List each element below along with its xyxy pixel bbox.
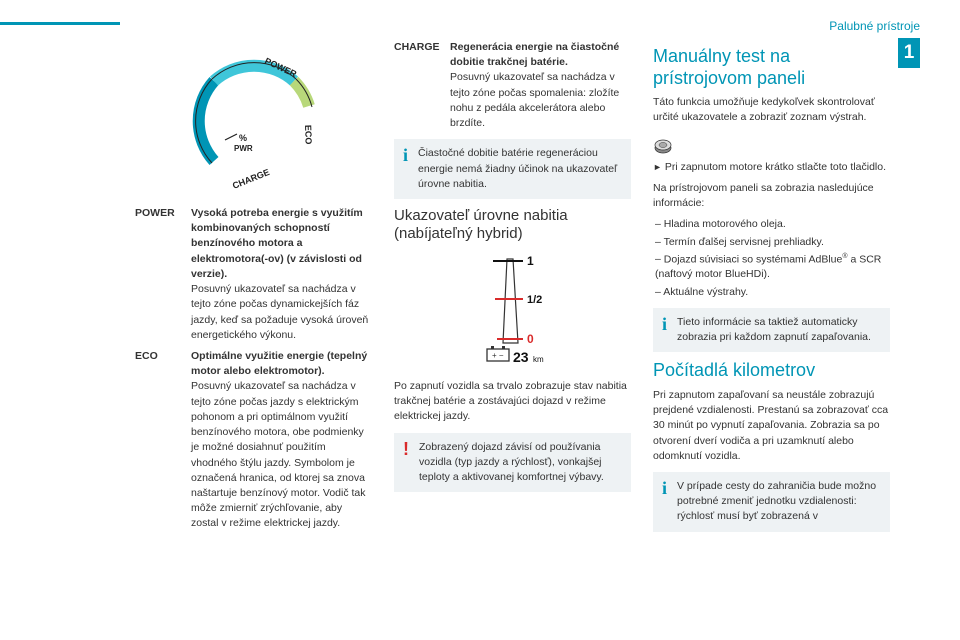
page-columns: POWER ECO CHARGE % PWR POWER Vysoká potr… <box>135 40 890 620</box>
list-item: Aktuálne výstrahy. <box>653 285 890 300</box>
svg-text:1: 1 <box>527 254 534 268</box>
power-gauge-figure: POWER ECO CHARGE % PWR <box>179 46 329 196</box>
column-right: Manuálny test na prístrojovom paneli Tát… <box>653 40 890 620</box>
definition-power-body: Vysoká potreba energie s využitím kombin… <box>191 206 372 343</box>
charge-indicator-figure: 1 1/2 0 + − 23 km <box>463 251 563 371</box>
svg-text:km: km <box>533 355 544 364</box>
press-button-line: ► Pri zapnutom motore krátko stlačte tot… <box>653 160 890 175</box>
info-box-auto-display-text: Tieto informácie sa taktiež automaticky … <box>677 315 881 345</box>
charge-indicator-heading: Ukazovateľ úrovne nabitia (nabíjateľný h… <box>394 207 631 243</box>
definition-eco: ECO Optimálne využitie energie (tepelný … <box>135 349 372 532</box>
warn-box-range: ! Zobrazený dojazd závisí od používania … <box>394 433 631 493</box>
info-icon: i <box>403 146 408 192</box>
info-box-regen-text: Čiastočné dobitie batérie regeneráciou e… <box>418 146 622 192</box>
definition-eco-label: ECO <box>135 349 183 532</box>
display-intro: Na prístrojovom paneli sa zobrazia nasle… <box>653 181 890 211</box>
svg-text:+ −: + − <box>492 351 504 360</box>
definition-charge-label: CHARGE <box>394 40 442 131</box>
manual-test-intro: Táto funkcia umožňuje kedykoľvek skontro… <box>653 95 890 125</box>
odometer-text: Pri zapnutom zapaľovaní sa neustále zobr… <box>653 388 890 464</box>
column-left: POWER ECO CHARGE % PWR POWER Vysoká potr… <box>135 40 372 620</box>
list-item: Hladina motorového oleja. <box>653 217 890 232</box>
svg-text:PWR: PWR <box>234 144 253 153</box>
definition-power: POWER Vysoká potreba energie s využitím … <box>135 206 372 343</box>
push-button-icon <box>653 136 673 156</box>
list-item: Termín ďalšej servisnej prehliadky. <box>653 235 890 250</box>
warning-icon: ! <box>403 440 409 486</box>
odometer-heading: Počítadlá kilometrov <box>653 360 890 382</box>
info-box-units: i V prípade cesty do zahraničia bude mož… <box>653 472 890 532</box>
svg-text:ECO: ECO <box>303 125 314 145</box>
chapter-number: 1 <box>898 38 920 68</box>
info-icon: i <box>662 315 667 345</box>
svg-text:%: % <box>239 133 247 143</box>
definition-eco-body: Optimálne využitie energie (tepelný moto… <box>191 349 372 532</box>
svg-text:0: 0 <box>527 332 534 346</box>
definition-charge: CHARGE Regenerácia energie na čiastočné … <box>394 40 631 131</box>
svg-text:CHARGE: CHARGE <box>231 167 271 191</box>
manual-test-heading: Manuálny test na prístrojovom paneli <box>653 46 890 89</box>
info-icon: i <box>662 479 667 525</box>
definition-power-label: POWER <box>135 206 183 343</box>
svg-text:23: 23 <box>513 349 529 365</box>
section-header: Palubné prístroje <box>829 18 920 35</box>
charge-after-text: Po zapnutí vozidla sa trvalo zobrazuje s… <box>394 379 631 425</box>
info-box-auto-display: i Tieto informácie sa taktiež automatick… <box>653 308 890 352</box>
list-item: Dojazd súvisiaci so systémami AdBlue® a … <box>653 252 890 283</box>
svg-text:1/2: 1/2 <box>527 294 542 306</box>
column-middle: CHARGE Regenerácia energie na čiastočné … <box>394 40 631 620</box>
info-box-regen: i Čiastočné dobitie batérie regeneráciou… <box>394 139 631 199</box>
definition-charge-body: Regenerácia energie na čiastočné dobitie… <box>450 40 631 131</box>
info-box-units-text: V prípade cesty do zahraničia bude možno… <box>677 479 881 525</box>
warn-box-range-text: Zobrazený dojazd závisí od používania vo… <box>419 440 622 486</box>
top-accent-bar <box>0 22 120 25</box>
